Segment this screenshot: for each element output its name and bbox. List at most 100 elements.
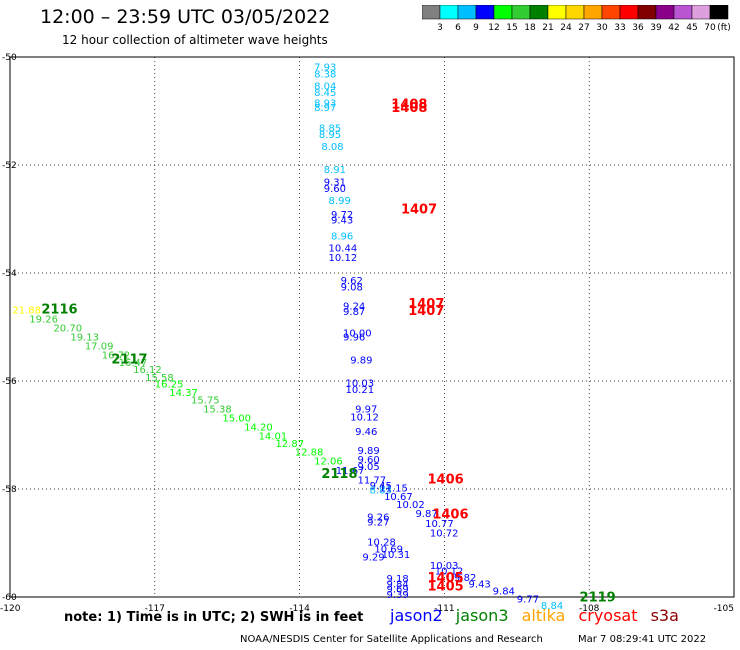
wave-height-label: 8.96 <box>331 232 353 243</box>
wave-height-label: 9.05 <box>358 462 380 473</box>
color-scale-label: 3 <box>437 23 443 33</box>
color-swatch <box>709 5 729 20</box>
wave-height-label: 11.15 <box>379 484 408 495</box>
color-scale-label: 39 <box>650 23 662 33</box>
wave-height-label: 15.58 <box>145 373 174 384</box>
wave-height-label: 9.60 <box>358 455 380 466</box>
satellite-legend: jason2 jason3 altika cryosat s3a <box>390 606 687 625</box>
pass-number-label: 2116 <box>41 303 77 318</box>
wave-height-label: 9.69 <box>386 585 408 596</box>
color-scale-label: 45 <box>686 23 697 33</box>
wave-height-label: 16.47 <box>119 358 148 369</box>
wave-height-label: 9.87 <box>415 509 437 520</box>
wave-height-label: 9.82 <box>454 573 476 584</box>
chart-subtitle: 12 hour collection of altimeter wave hei… <box>62 33 328 47</box>
color-scale-unit: (ft) <box>717 23 731 33</box>
wave-height-label: 9.77 <box>517 594 539 605</box>
wave-height-label: 16.25 <box>155 379 184 390</box>
wave-height-label: 9.08 <box>341 282 363 293</box>
wave-height-label: 8.38 <box>314 70 336 81</box>
wave-height-label: 15.75 <box>191 396 220 407</box>
wave-height-label: 11.67 <box>336 466 365 477</box>
wave-height-label: 14.01 <box>259 431 288 442</box>
wave-height-label: 9.96 <box>343 333 365 344</box>
wave-height-label: 9.46 <box>355 427 377 438</box>
x-tick-label: -120 <box>0 604 21 614</box>
wave-height-label: 9.62 <box>341 276 363 287</box>
wave-height-label: 11.77 <box>358 476 387 487</box>
wave-height-label: 8.91 <box>324 165 346 176</box>
wave-height-label: 9.31 <box>324 178 346 189</box>
pass-number-label: 1405 <box>428 571 464 586</box>
wave-height-label: 9.84 <box>493 586 515 597</box>
wave-height-label: 9.24 <box>343 302 365 313</box>
wave-height-label: 9.97 <box>355 404 377 415</box>
wave-height-label: 10.02 <box>396 500 425 511</box>
color-scale-label: 27 <box>578 23 589 33</box>
pass-number-label: 1408 <box>391 97 427 112</box>
y-tick-label: -52 <box>2 161 17 171</box>
wave-height-label: 9.39 <box>386 590 408 601</box>
wave-height-label: 9.45 <box>370 481 392 492</box>
wave-height-label: 9.43 <box>331 215 353 226</box>
legend-jason3: jason3 <box>455 606 509 625</box>
wave-height-label: 19.13 <box>70 333 99 344</box>
wave-height-label: 8.08 <box>321 142 343 153</box>
wave-height-label: 8.99 <box>329 196 351 207</box>
wave-height-label: 8.83 <box>370 485 392 496</box>
wave-height-label: 14.37 <box>169 388 198 399</box>
wave-height-label: 8.85 <box>319 124 341 135</box>
wave-height-label: 10.12 <box>435 566 464 577</box>
legend-cryosat: cryosat <box>578 606 638 625</box>
pass-number-label: 2117 <box>111 353 147 368</box>
wave-height-label: 12.06 <box>314 457 343 468</box>
y-tick-label: -54 <box>2 269 17 279</box>
wave-height-label: 20.70 <box>53 323 82 334</box>
wave-height-label: 8.84 <box>541 601 563 612</box>
color-scale-label: 24 <box>560 23 572 33</box>
color-scale-label: 36 <box>632 23 644 33</box>
wave-height-label: 15.38 <box>203 404 232 415</box>
timestamp: Mar 7 08:29:41 UTC 2022 <box>578 634 707 645</box>
wave-height-label: 19.26 <box>29 315 58 326</box>
wave-height-label: 21.88 <box>12 306 41 317</box>
color-scale-label: 6 <box>455 23 461 33</box>
color-scale-label: 70 <box>704 23 716 33</box>
wave-height-label: 9.60 <box>324 184 346 195</box>
color-scale-bar: 3 6 9 12 15 18 21 24 27 30 33 36 39 42 45 70 (ft) <box>422 5 731 33</box>
wave-height-label: 16.72 <box>102 350 131 361</box>
wave-height-label: 10.03 <box>430 561 459 572</box>
pass-number-label: 2118 <box>321 467 357 482</box>
y-tick-label: -56 <box>2 377 17 387</box>
x-tick-label: -108 <box>579 604 600 614</box>
wave-height-label: 10.72 <box>430 529 459 540</box>
wave-height-label: 12.88 <box>295 448 324 459</box>
wave-height-label: 8.04 <box>314 81 336 92</box>
wave-height-label: 9.18 <box>386 574 408 585</box>
legend-jason2: jason2 <box>390 606 443 625</box>
color-scale-label: 30 <box>596 23 608 33</box>
color-scale-label: 33 <box>614 23 625 33</box>
wave-height-label: 9.27 <box>367 518 389 529</box>
wave-height-label: 10.21 <box>345 385 374 396</box>
wave-height-label: 8.45 <box>314 88 336 99</box>
plot-frame <box>9 56 735 598</box>
pass-number-label: 1407 <box>408 304 444 319</box>
wave-height-label: 12.87 <box>275 439 304 450</box>
color-scale-label: 12 <box>488 23 499 33</box>
pass-number-label: 1406 <box>428 473 464 488</box>
legend-altika: altika <box>521 606 566 625</box>
wave-height-label: 9.84 <box>386 579 408 590</box>
color-scale-label: 15 <box>506 23 517 33</box>
wave-height-label: 9.26 <box>367 512 389 523</box>
color-scale-label: 21 <box>542 23 553 33</box>
wave-height-label: 8.93 <box>314 99 336 110</box>
color-scale-label: 9 <box>473 23 479 33</box>
wave-height-label: 10.69 <box>374 545 403 556</box>
wave-height-label: 7.93 <box>314 63 336 74</box>
wave-height-label: 10.12 <box>329 253 358 264</box>
wave-height-label: 9.29 <box>362 552 384 563</box>
y-tick-label: -60 <box>2 593 17 603</box>
x-tick-label: -111 <box>434 604 454 614</box>
